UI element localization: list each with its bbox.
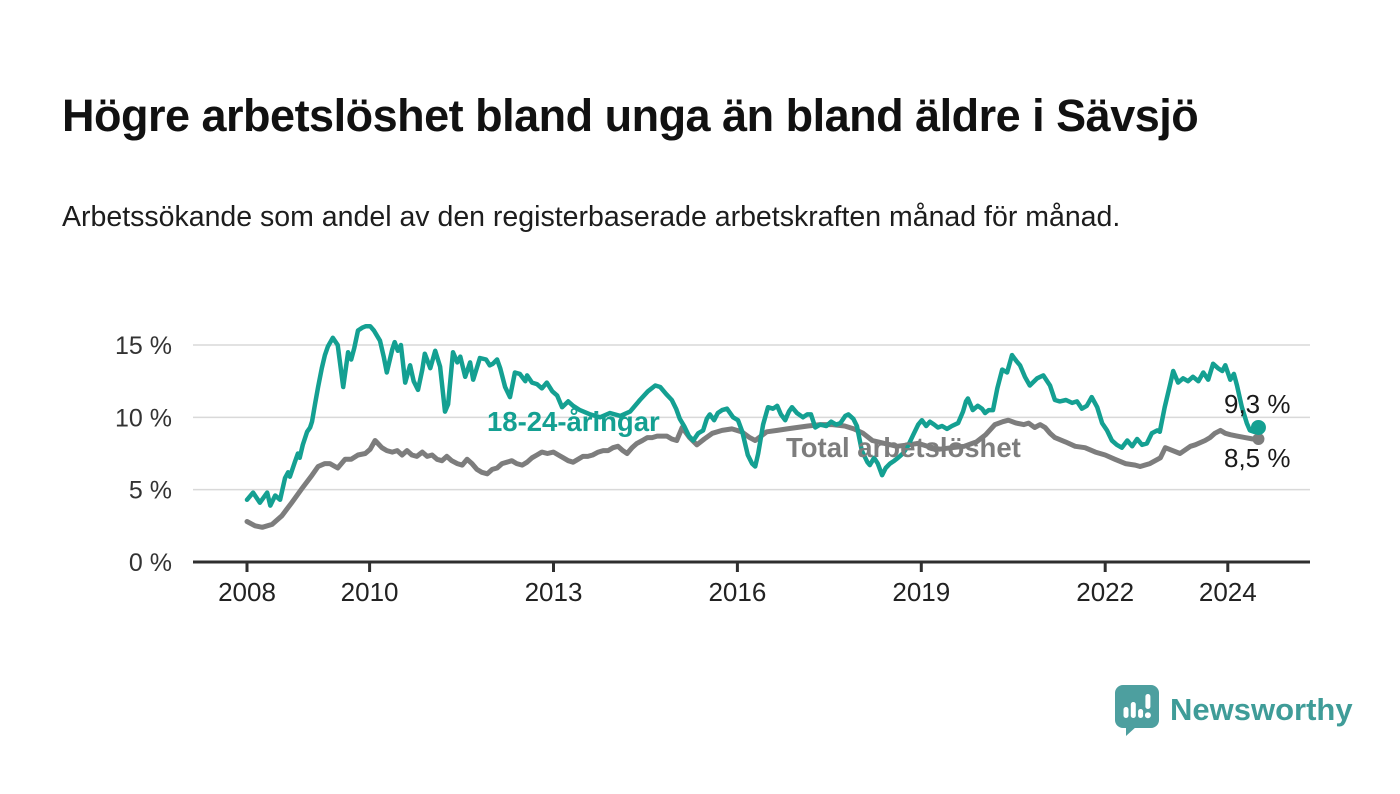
speech-bubble-shape: [1115, 685, 1159, 728]
x-axis-tick-label: 2013: [525, 577, 583, 607]
series-end-dot: [1250, 419, 1266, 435]
x-axis-tick-label: 2016: [708, 577, 766, 607]
y-axis-tick-label: 0 %: [129, 549, 172, 577]
x-axis-tick-label: 2019: [892, 577, 950, 607]
series-end-value-label: 8,5 %: [1224, 443, 1291, 473]
x-axis-tick-label: 2022: [1076, 577, 1134, 607]
newsworthy-logo-icon: [1115, 685, 1159, 736]
page-title: Högre arbetslöshet bland unga än bland ä…: [62, 90, 1199, 142]
series-line-total: [244, 417, 1261, 530]
y-axis-tick-label: 5 %: [129, 477, 172, 505]
series-end-dot: [1252, 433, 1265, 446]
page-subtitle: Arbetssökande som andel av den registerb…: [62, 200, 1121, 233]
y-axis-tick-label: 10 %: [115, 404, 172, 432]
series-line-youth: [244, 323, 1261, 508]
x-axis-tick-label: 2024: [1199, 577, 1257, 607]
series-label: Total arbetslöshet: [786, 432, 1021, 463]
speech-bubble-tail: [1126, 726, 1137, 736]
x-axis-tick-label: 2010: [341, 577, 399, 607]
brand-name: Newsworthy: [1170, 692, 1353, 727]
series-label: 18-24-åringar: [487, 406, 660, 437]
y-axis-tick-label: 15 %: [115, 332, 172, 360]
x-axis-tick-label: 2008: [218, 577, 276, 607]
brand-logo: Newsworthy: [1114, 684, 1353, 736]
series-end-value-label: 9,3 %: [1224, 389, 1291, 419]
